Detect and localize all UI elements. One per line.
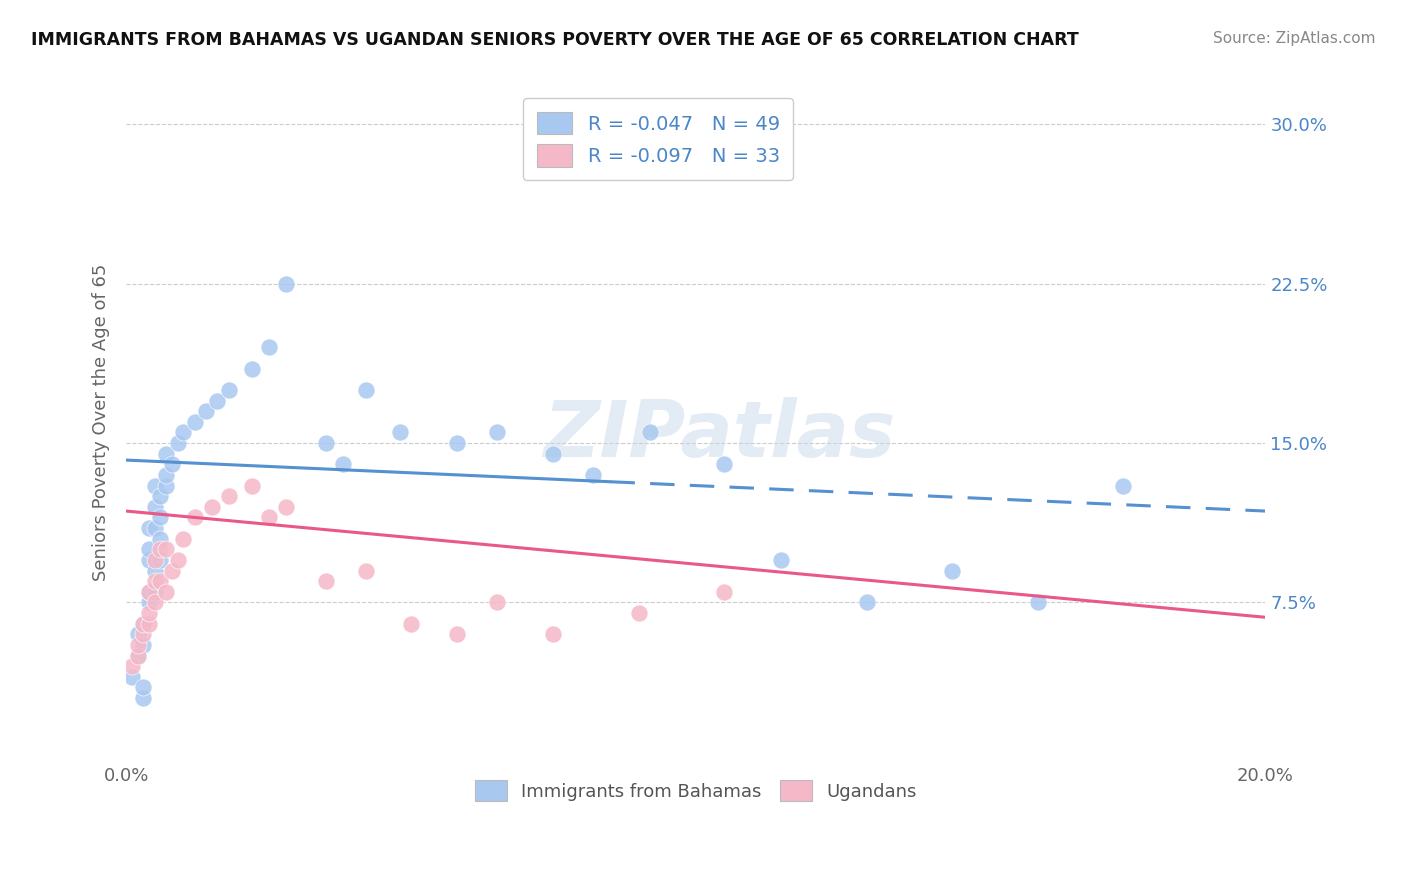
- Point: [627, 606, 650, 620]
- Point: [132, 616, 155, 631]
- Point: [485, 425, 508, 440]
- Point: [257, 510, 280, 524]
- Point: [143, 478, 166, 492]
- Point: [155, 542, 177, 557]
- Point: [195, 404, 218, 418]
- Point: [127, 627, 149, 641]
- Point: [770, 553, 793, 567]
- Point: [121, 659, 143, 673]
- Point: [155, 584, 177, 599]
- Point: [143, 595, 166, 609]
- Point: [218, 489, 240, 503]
- Y-axis label: Seniors Poverty Over the Age of 65: Seniors Poverty Over the Age of 65: [93, 263, 110, 581]
- Text: ZIPatlas: ZIPatlas: [543, 398, 894, 474]
- Point: [160, 458, 183, 472]
- Point: [138, 606, 160, 620]
- Point: [132, 616, 155, 631]
- Point: [132, 627, 155, 641]
- Point: [143, 521, 166, 535]
- Point: [543, 447, 565, 461]
- Point: [155, 467, 177, 482]
- Point: [127, 648, 149, 663]
- Point: [138, 521, 160, 535]
- Point: [149, 542, 172, 557]
- Point: [582, 467, 605, 482]
- Point: [485, 595, 508, 609]
- Point: [240, 478, 263, 492]
- Point: [183, 415, 205, 429]
- Point: [138, 542, 160, 557]
- Point: [446, 436, 468, 450]
- Point: [166, 436, 188, 450]
- Point: [149, 532, 172, 546]
- Point: [354, 564, 377, 578]
- Point: [155, 447, 177, 461]
- Point: [138, 616, 160, 631]
- Point: [172, 425, 194, 440]
- Point: [543, 627, 565, 641]
- Point: [155, 478, 177, 492]
- Point: [138, 584, 160, 599]
- Point: [713, 458, 735, 472]
- Point: [713, 584, 735, 599]
- Point: [138, 584, 160, 599]
- Point: [315, 574, 337, 589]
- Point: [149, 510, 172, 524]
- Point: [855, 595, 877, 609]
- Point: [332, 458, 354, 472]
- Point: [132, 691, 155, 706]
- Point: [183, 510, 205, 524]
- Point: [257, 341, 280, 355]
- Point: [446, 627, 468, 641]
- Point: [149, 553, 172, 567]
- Point: [315, 436, 337, 450]
- Point: [132, 638, 155, 652]
- Point: [201, 500, 224, 514]
- Point: [354, 383, 377, 397]
- Point: [166, 553, 188, 567]
- Point: [1026, 595, 1049, 609]
- Point: [218, 383, 240, 397]
- Text: IMMIGRANTS FROM BAHAMAS VS UGANDAN SENIORS POVERTY OVER THE AGE OF 65 CORRELATIO: IMMIGRANTS FROM BAHAMAS VS UGANDAN SENIO…: [31, 31, 1078, 49]
- Point: [274, 277, 297, 291]
- Point: [149, 574, 172, 589]
- Point: [640, 425, 662, 440]
- Point: [143, 553, 166, 567]
- Text: Source: ZipAtlas.com: Source: ZipAtlas.com: [1212, 31, 1375, 46]
- Point: [143, 564, 166, 578]
- Point: [143, 500, 166, 514]
- Point: [941, 564, 963, 578]
- Point: [274, 500, 297, 514]
- Point: [160, 564, 183, 578]
- Point: [399, 616, 422, 631]
- Point: [388, 425, 411, 440]
- Point: [132, 681, 155, 695]
- Point: [138, 553, 160, 567]
- Point: [121, 670, 143, 684]
- Point: [207, 393, 229, 408]
- Point: [138, 595, 160, 609]
- Point: [172, 532, 194, 546]
- Point: [127, 638, 149, 652]
- Point: [143, 574, 166, 589]
- Point: [1112, 478, 1135, 492]
- Legend: Immigrants from Bahamas, Ugandans: Immigrants from Bahamas, Ugandans: [463, 768, 929, 814]
- Point: [127, 648, 149, 663]
- Point: [149, 489, 172, 503]
- Point: [143, 584, 166, 599]
- Point: [240, 361, 263, 376]
